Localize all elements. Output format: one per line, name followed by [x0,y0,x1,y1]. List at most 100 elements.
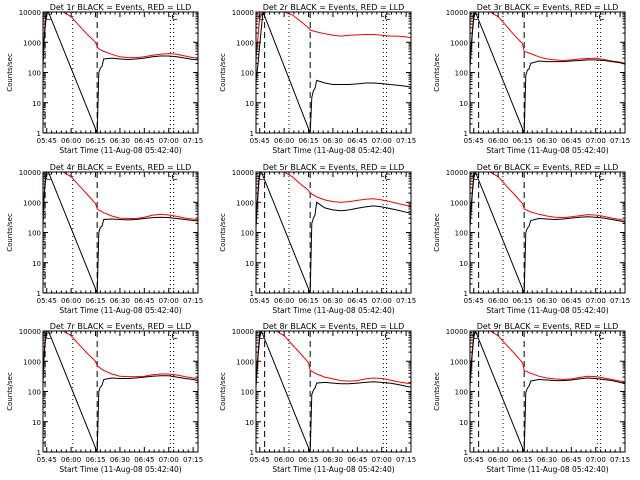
x-tick-label: 06:45 [347,137,367,145]
y-tick-label: 1 [37,130,41,138]
x-tick-label: 05:45 [37,456,57,464]
chart-panel-6: 1 10 100 1000 10000 05:45 06:00 06:15 06:30 06:45… [433,163,630,315]
y-axis-label: Counts/sec [433,213,441,252]
panel-title: Det 5r BLACK = Events, RED = LLD [263,163,405,172]
lld-series-line [470,172,625,224]
x-tick-label: 05:45 [464,137,484,145]
flag-c-label-left: C [258,173,264,183]
x-tick-label: 06:45 [561,297,581,305]
y-tick-label: 10000 [232,169,254,177]
events-series-line [470,12,625,133]
x-tick-label: 06:15 [512,456,532,464]
y-tick-label: 10 [245,260,254,268]
x-tick-label: 06:15 [85,137,105,145]
x-tick-label: 07:15 [610,297,630,305]
y-tick-label: 10 [245,100,254,108]
y-tick-label: 100 [455,389,468,397]
x-tick-label: 05:45 [250,297,270,305]
x-tick-label: 07:00 [372,137,392,145]
y-tick-label: 100 [28,230,41,238]
x-tick-label: 06:00 [274,456,294,464]
y-tick-label: 10000 [19,9,41,17]
y-tick-label: 10000 [446,169,468,177]
x-tick-label: 05:45 [464,297,484,305]
x-tick-label: 06:30 [323,137,343,145]
x-tick-label: 06:30 [323,297,343,305]
y-tick-label: 10 [459,100,468,108]
x-axis-label: Start Time (11-Aug-08 05:42:40) [272,146,394,155]
x-tick-label: 06:00 [274,297,294,305]
x-tick-label: 07:15 [396,297,416,305]
flag-c-label-left: C [45,332,51,342]
events-series-line [43,331,198,452]
y-tick-label: 1000 [236,358,254,366]
flag-c-label: C [598,13,604,23]
flag-c-label: C [171,13,177,23]
y-tick-label: 100 [455,70,468,78]
y-tick-label: 1000 [450,358,468,366]
x-tick-label: 06:45 [561,137,581,145]
events-series-line [43,172,198,293]
x-tick-label: 06:30 [323,456,343,464]
y-tick-label: 100 [28,70,41,78]
x-tick-label: 07:00 [586,137,606,145]
y-tick-label: 1000 [236,39,254,47]
y-tick-label: 100 [28,389,41,397]
x-tick-label: 06:15 [298,297,318,305]
y-axis-label: Counts/sec [219,213,227,252]
chart-panel-8: 1 10 100 1000 10000 05:45 06:00 06:15 06:30 06:45… [219,322,416,474]
flag-c-label-left: C [258,332,264,342]
x-tick-label: 06:00 [274,137,294,145]
flag-c-label: C [598,173,604,183]
flag-c-label: C [171,173,177,183]
y-axis-label: Counts/sec [433,53,441,92]
flag-c-label-left: C [472,332,478,342]
x-tick-label: 05:45 [37,137,57,145]
y-tick-label: 1000 [450,39,468,47]
panel-title: Det 4r BLACK = Events, RED = LLD [50,163,192,172]
y-tick-label: 10 [459,419,468,427]
y-axis-label: Counts/sec [219,53,227,92]
y-axis-label: Counts/sec [6,213,14,252]
lld-series-line [256,331,411,385]
y-tick-label: 1000 [236,199,254,207]
y-tick-label: 10000 [19,328,41,336]
x-tick-label: 07:00 [372,456,392,464]
events-series-line [43,12,198,133]
events-series-line [470,331,625,452]
y-tick-label: 10000 [19,169,41,177]
events-series-line [470,172,625,293]
flag-c-label: C [384,173,390,183]
x-tick-label: 06:45 [134,297,154,305]
x-axis-label: Start Time (11-Aug-08 05:42:40) [59,306,181,315]
events-series-line [256,172,411,293]
y-tick-label: 1000 [23,358,41,366]
x-tick-label: 06:45 [134,456,154,464]
y-axis-label: Counts/sec [6,372,14,411]
x-tick-label: 06:15 [85,456,105,464]
x-tick-label: 07:00 [586,456,606,464]
x-axis-label: Start Time (11-Aug-08 05:42:40) [272,465,394,474]
flag-c-label-left: C [258,13,264,23]
x-tick-label: 06:15 [512,137,532,145]
events-series-line [256,12,411,133]
y-tick-label: 10 [32,260,41,268]
y-tick-label: 1000 [23,39,41,47]
y-tick-label: 100 [241,389,254,397]
x-tick-label: 07:15 [610,137,630,145]
panel-title: Det 9r BLACK = Events, RED = LLD [477,322,619,331]
panel-title: Det 1r BLACK = Events, RED = LLD [50,3,192,12]
x-tick-label: 07:15 [183,456,203,464]
x-tick-label: 05:45 [250,137,270,145]
y-tick-label: 100 [455,230,468,238]
x-tick-label: 06:45 [134,137,154,145]
y-tick-label: 100 [241,70,254,78]
y-tick-label: 10 [32,419,41,427]
chart-panel-9: 1 10 100 1000 10000 05:45 06:00 06:15 06:30 06:45… [433,322,630,474]
y-tick-label: 1000 [450,199,468,207]
flag-c-label-left: C [45,13,51,23]
y-tick-label: 1 [250,130,254,138]
lld-series-line [43,12,198,64]
y-tick-label: 10000 [232,328,254,336]
